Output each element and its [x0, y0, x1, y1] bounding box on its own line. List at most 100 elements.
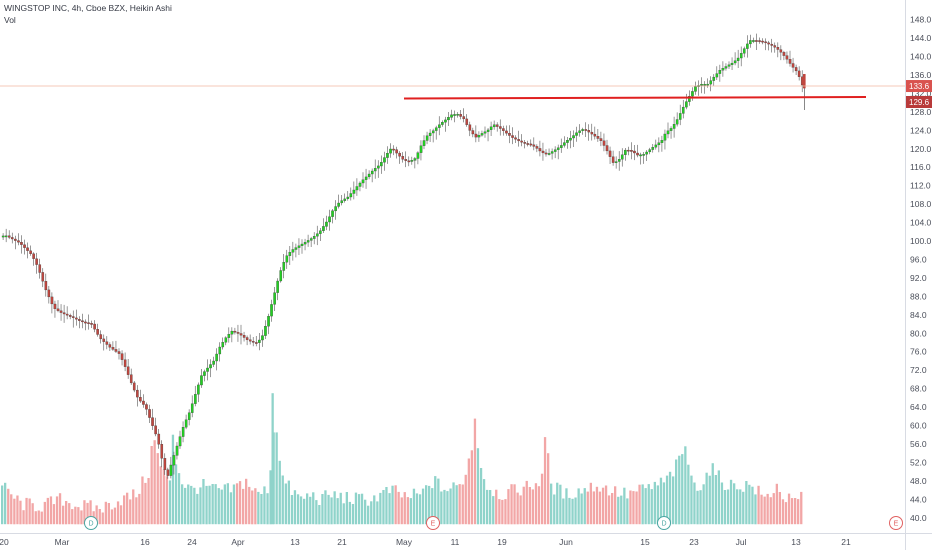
volume-bar: [31, 503, 34, 525]
candle-body: [136, 389, 139, 398]
volume-bar: [187, 484, 190, 525]
candle-body: [547, 153, 551, 155]
volume-bar: [321, 494, 324, 525]
y-tick-label: 40.0: [910, 513, 927, 523]
x-tick-label: Jun: [559, 537, 573, 547]
volume-bar: [495, 489, 498, 525]
x-tick-label: 21: [841, 537, 851, 547]
candle-body: [410, 160, 414, 162]
volume-bar: [65, 501, 68, 525]
volume-bar: [7, 488, 10, 525]
candle-body: [166, 469, 170, 476]
candle-body: [1, 235, 5, 238]
volume-bar: [763, 496, 766, 525]
candle-body: [438, 124, 441, 128]
volume-bar: [592, 491, 595, 525]
volume-bar: [629, 490, 632, 525]
volume-bar: [110, 509, 114, 525]
candle-body: [373, 168, 377, 172]
candle-body: [520, 140, 523, 143]
candle-body: [4, 235, 8, 238]
candle-body: [190, 403, 194, 413]
volume-bar: [476, 448, 480, 525]
volume-bar: [635, 491, 638, 525]
earnings-event-marker[interactable]: E: [889, 516, 903, 530]
dividend-event-marker[interactable]: D: [84, 516, 98, 530]
candle-body: [132, 382, 136, 391]
volume-bar: [769, 497, 772, 525]
y-tick-label: 64.0: [910, 402, 927, 412]
volume-bar: [562, 498, 565, 525]
volume-bar: [501, 499, 504, 525]
candle-body: [782, 52, 786, 56]
y-tick-label: 60.0: [910, 421, 927, 431]
volume-bar: [757, 485, 760, 525]
volume-bar: [696, 490, 699, 525]
candle-body: [71, 316, 75, 318]
candle-body: [343, 198, 347, 201]
candle-body: [620, 154, 624, 160]
dividend-event-marker[interactable]: D: [657, 516, 671, 530]
candle-body: [306, 240, 310, 243]
candle-body: [264, 326, 267, 336]
volume-bar: [327, 494, 330, 525]
candle-body: [279, 270, 283, 282]
candle-body: [636, 152, 639, 156]
candle-body: [492, 124, 496, 128]
earnings-event-marker[interactable]: E: [426, 516, 440, 530]
volume-bar: [370, 501, 373, 525]
candle-body: [419, 145, 423, 153]
candle-body: [44, 281, 48, 291]
volume-bar: [275, 432, 278, 525]
volume-bar: [181, 484, 184, 525]
volume-bar: [156, 453, 159, 525]
volume-bar: [116, 501, 120, 525]
candle-body: [62, 312, 66, 315]
volume-bar: [190, 485, 193, 525]
candle-body: [331, 210, 334, 217]
candle-body: [197, 384, 200, 395]
candle-body: [212, 360, 215, 365]
candle-body: [337, 202, 340, 207]
volume-bar: [135, 497, 138, 525]
volume-bar: [665, 475, 669, 525]
candle-body: [413, 158, 417, 161]
volume-bar: [4, 482, 7, 525]
volume-bar: [263, 486, 266, 525]
volume-bar: [690, 475, 693, 525]
volume-bar: [168, 480, 172, 525]
candle-body: [93, 323, 96, 330]
volume-bar: [745, 481, 748, 525]
candle-body: [450, 114, 453, 118]
candle-body: [126, 366, 130, 375]
volume-bar: [281, 475, 284, 525]
candlesticks: [1, 33, 806, 479]
candle-body: [38, 264, 42, 273]
candle-body: [322, 226, 325, 231]
candle-body: [724, 66, 728, 69]
volume-bar: [464, 474, 467, 525]
candle-body: [157, 433, 161, 445]
chart-title: WINGSTOP INC, 4h, Cboe BZX, Heikin Ashi: [4, 3, 172, 13]
candle-body: [297, 245, 301, 248]
candle-body: [657, 142, 661, 146]
x-tick-label: 19: [497, 537, 507, 547]
volume-bar: [754, 494, 757, 525]
volume-bar: [34, 511, 37, 525]
y-tick-label: 124.0: [910, 125, 932, 135]
candle-body: [502, 128, 505, 131]
volume-bar: [455, 485, 458, 525]
candle-body: [258, 339, 261, 343]
volume-bar: [403, 492, 406, 525]
candle-body: [41, 272, 45, 282]
candle-body: [593, 133, 597, 137]
volume-bar: [684, 446, 687, 525]
volume-bar: [382, 490, 385, 525]
candle-body: [117, 351, 121, 354]
candle-body: [718, 70, 722, 74]
candle-body: [96, 329, 99, 335]
volume-bar: [132, 489, 135, 525]
support-trendline[interactable]: [403, 96, 867, 100]
volume-bar: [333, 491, 336, 525]
